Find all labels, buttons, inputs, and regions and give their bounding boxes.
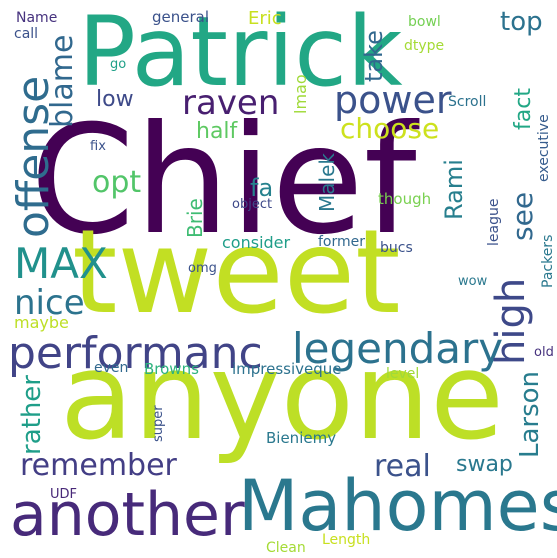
word-former: former — [318, 234, 365, 250]
word-maybe: maybe — [14, 313, 69, 332]
word-scroll: Scroll — [448, 94, 486, 110]
word-offense: offense — [8, 76, 59, 238]
word-clean: Clean — [266, 540, 306, 556]
word-nice: nice — [14, 283, 85, 323]
word-length: Length — [322, 532, 370, 548]
word-anyone: anyone — [60, 328, 504, 467]
word-browns: Browns — [144, 360, 199, 378]
word-wow: wow — [458, 274, 488, 289]
word-top: top — [500, 7, 543, 37]
word-dtype: dtype — [404, 38, 444, 54]
word-patrick: Patrick — [78, 0, 403, 108]
word-super: super — [151, 405, 166, 442]
word-object: object — [232, 197, 272, 212]
word-low: low — [96, 87, 134, 112]
word-choose: choose — [340, 112, 439, 145]
word-though: though — [378, 190, 431, 208]
word-performanc: performanc — [8, 328, 263, 379]
word-call: call — [14, 26, 38, 42]
word-malek: Malek — [315, 153, 339, 212]
word-go: go — [110, 57, 126, 72]
word-level: level — [386, 366, 419, 382]
word-packers: Packers — [540, 235, 556, 288]
word-rami: Rami — [440, 159, 468, 220]
word-consider: consider — [222, 233, 291, 252]
word-raven: raven — [182, 83, 279, 123]
word-swap: swap — [456, 452, 513, 477]
word-bowl: bowl — [408, 14, 441, 30]
word-legendary: legendary — [292, 324, 503, 373]
word-general: general — [152, 8, 209, 26]
word-eric: Eric — [248, 8, 282, 29]
word-chief: Chief — [30, 94, 420, 268]
word-mahomes: Mahomes — [238, 465, 557, 547]
word-tweet: tweet — [72, 205, 401, 340]
word-bucs: bucs — [380, 240, 413, 256]
word-larson: Larson — [515, 371, 545, 458]
word-opt: opt — [92, 165, 141, 200]
word-half: half — [196, 119, 239, 144]
word-bieniemy: Bieniemy — [266, 429, 336, 447]
word-old: old — [534, 345, 554, 360]
word-udf: UDF — [50, 487, 77, 502]
word-real: real — [374, 449, 431, 484]
word-max: MAX — [14, 239, 108, 288]
word-even: even — [94, 360, 128, 376]
word-name: Name — [16, 10, 57, 26]
word-omg: omg — [188, 261, 217, 276]
word-lmao: lmao — [291, 74, 310, 114]
word-executive: executive — [536, 114, 552, 182]
word-blame: blame — [45, 35, 80, 128]
word-league: league — [486, 199, 502, 246]
word-fact: fact — [511, 88, 536, 130]
word-power: power — [334, 78, 452, 122]
word-take: take — [360, 30, 388, 82]
word-rather: rather — [17, 375, 47, 455]
word-another: another — [10, 480, 245, 550]
word-impressiveque: impressiveque — [232, 360, 342, 378]
word-high: high — [488, 278, 534, 365]
word-remember: remember — [20, 448, 178, 483]
word-brie: Brie — [183, 198, 207, 238]
word-fa: fa — [250, 174, 273, 202]
word-fix: fix — [90, 139, 106, 154]
word-see: see — [506, 192, 539, 241]
